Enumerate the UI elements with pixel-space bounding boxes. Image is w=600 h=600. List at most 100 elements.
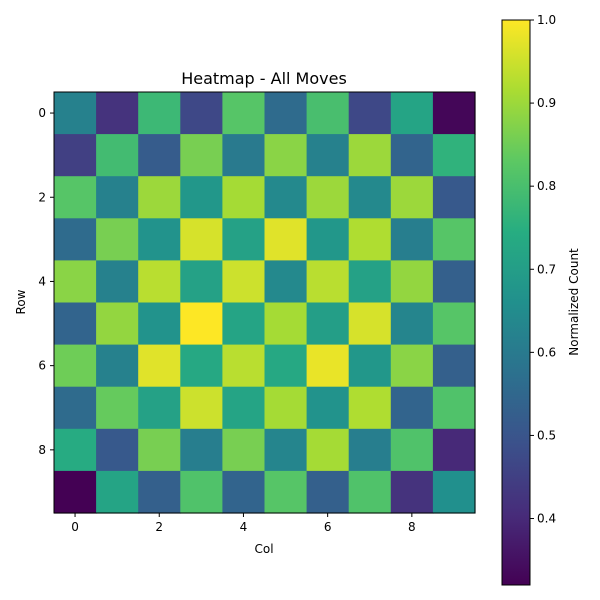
heatmap-cell [306,386,350,430]
chart-title: Heatmap - All Moves [181,69,347,88]
heatmap-cell [222,302,266,346]
heatmap-cell [306,176,350,219]
heatmap-cell [222,428,266,472]
heatmap-cell [222,92,266,135]
heatmap-cell [96,134,139,177]
heatmap-cell [222,386,266,430]
heatmap-cell [54,428,97,472]
heatmap-cell [390,428,434,472]
heatmap-cell [96,428,139,472]
heatmap-cell [180,176,223,219]
heatmap-cell [54,218,97,261]
heatmap-cell [432,92,476,135]
colorbar-tick-label: 0.5 [537,428,556,442]
colorbar-label: Normalized Count [567,248,581,356]
heatmap-cell [264,428,308,472]
heatmap-cell [390,470,434,514]
heatmap-cell [390,386,434,430]
heatmap-cell [180,344,223,388]
heatmap-cell [138,470,181,514]
heatmap-cell [348,386,392,430]
heatmap-cell [138,218,181,261]
heatmap-cell [180,470,223,514]
heatmap-cell [138,302,181,346]
heatmap-cell [222,344,266,388]
heatmap-cell [264,260,308,304]
heatmap-cell [96,260,139,304]
heatmap-cell [306,302,350,346]
heatmap-cell [390,176,434,219]
heatmap-cell [54,344,97,388]
colorbar-ticks: 0.4 0.5 0.6 0.7 0.8 0.9 1.0 [530,13,556,526]
x-tick-label: 6 [324,520,332,534]
colorbar [501,19,531,586]
heatmap-cell [306,92,350,135]
heatmap-cell [264,176,308,219]
heatmap-cell [390,92,434,135]
heatmap-cell [54,92,97,135]
heatmap-cell [222,218,266,261]
heatmap-cell [432,386,476,430]
heatmap-cell [138,344,181,388]
x-tick-label: 0 [71,520,79,534]
heatmap-cell [306,218,350,261]
heatmap-cell [264,92,308,135]
heatmap-cell [96,218,139,261]
colorbar-tick-label: 0.7 [537,262,556,276]
heatmap-cell [222,470,266,514]
heatmap-cell [432,218,476,261]
heatmap-cell [264,386,308,430]
heatmap-cell [306,470,350,514]
heatmap-cell [348,344,392,388]
heatmap-cell [348,428,392,472]
heatmap-cell [432,134,476,177]
colorbar-tick-label: 0.6 [537,345,556,359]
heatmap-cell [180,92,223,135]
y-axis-ticks: 0 2 4 6 8 [38,106,54,457]
heatmap-cell [54,134,97,177]
heatmap-cell [306,428,350,472]
heatmap-cell [264,344,308,388]
heatmap-cell [54,302,97,346]
x-axis-label: Col [254,542,273,556]
y-tick-label: 8 [38,443,46,457]
heatmap-cell [348,470,392,514]
heatmap-cell [348,218,392,261]
heatmap-cell [180,302,223,346]
colorbar-tick-label: 0.8 [537,179,556,193]
heatmap-cell [390,218,434,261]
heatmap-cell [138,428,181,472]
heatmap-cell [264,218,308,261]
heatmap-cell [222,260,266,304]
heatmap-cell [432,428,476,472]
heatmap-cell [96,344,139,388]
heatmap-cell [306,134,350,177]
heatmap-cell [432,176,476,219]
heatmap-cell [348,134,392,177]
heatmap-cell [264,134,308,177]
heatmap-cell [390,344,434,388]
heatmap-cell [390,302,434,346]
colorbar-tick-label: 0.9 [537,96,556,110]
heatmap-cell [348,176,392,219]
heatmap-cells [54,92,476,514]
heatmap-cell [138,176,181,219]
x-tick-label: 8 [408,520,416,534]
heatmap-cell [222,134,266,177]
heatmap-cell [96,386,139,430]
x-axis-ticks: 0 2 4 6 8 [71,513,416,534]
heatmap-cell [180,218,223,261]
heatmap-cell [180,134,223,177]
heatmap-cell [180,428,223,472]
heatmap-cell [180,260,223,304]
heatmap-cell [180,386,223,430]
heatmap-cell [348,302,392,346]
heatmap-cell [54,260,97,304]
y-axis-label: Row [14,289,28,314]
colorbar-tick-label: 0.4 [537,512,556,526]
heatmap-cell [432,344,476,388]
heatmap-cell [306,260,350,304]
heatmap-cell [96,470,139,514]
heatmap-cell [432,260,476,304]
